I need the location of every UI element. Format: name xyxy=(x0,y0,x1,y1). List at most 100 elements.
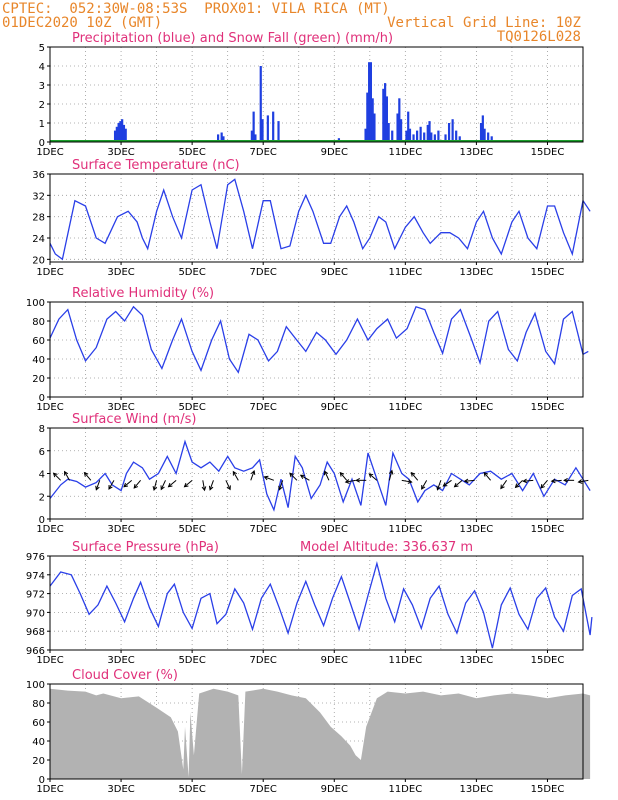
precip-bar xyxy=(405,130,408,142)
precip-bar xyxy=(385,96,388,142)
wind-arrow-head xyxy=(563,477,568,483)
x-tick-label: 3DEC xyxy=(107,524,134,535)
plot-frame xyxy=(49,427,584,520)
wind-arrow xyxy=(250,470,255,481)
wind-arrow xyxy=(540,480,548,489)
wind-arrow xyxy=(84,472,92,481)
x-tick-label: 3DEC xyxy=(107,655,134,666)
y-tick-label: 6 xyxy=(39,447,45,458)
precip-bar xyxy=(217,134,220,142)
wind-arrow-head xyxy=(540,483,545,489)
y-tick-label: 80 xyxy=(32,317,45,328)
wind-arrow-head xyxy=(52,472,58,478)
precip-bar xyxy=(220,132,223,142)
x-tick-label: 7DEC xyxy=(250,655,277,666)
precip-bar xyxy=(384,83,387,142)
y-tick-label: 968 xyxy=(26,627,45,638)
x-tick-label: 11DEC xyxy=(388,655,422,666)
wind-arrow-head xyxy=(250,469,256,475)
wind-arrow xyxy=(483,472,491,481)
precip-bar xyxy=(369,62,372,143)
x-tick-label: 13DEC xyxy=(460,147,494,158)
precip-bar xyxy=(437,130,440,142)
precip-bar xyxy=(254,134,257,142)
wind-arrow xyxy=(345,479,356,483)
x-tick-label: 13DEC xyxy=(460,402,494,413)
y-tick-label: 3 xyxy=(39,81,45,92)
y-tick-label: 60 xyxy=(32,336,45,347)
wind-arrow-head xyxy=(514,483,520,489)
model-altitude-label: Model Altitude: 336.637 m xyxy=(300,540,473,555)
precip-bar xyxy=(400,119,403,142)
precip-bar xyxy=(412,134,415,142)
panel-title: Surface Temperature (nC) xyxy=(72,158,240,173)
y-tick-label: 4 xyxy=(39,62,45,73)
wind-arrow-head xyxy=(577,479,583,484)
y-tick-label: 100 xyxy=(26,298,45,309)
x-tick-label: 9DEC xyxy=(321,267,348,278)
wind-arrow xyxy=(278,480,284,490)
y-tick-label: 28 xyxy=(32,213,45,224)
panel-3: 0 2 4 6 8 1DEC 3DEC 5DEC 7DEC 9DEC 11DEC 13DEC 15DEC… xyxy=(36,412,591,535)
x-tick-label: 3DEC xyxy=(107,147,134,158)
y-tick-label: 80 xyxy=(32,699,45,710)
wind-arrow-head xyxy=(226,485,231,491)
y-tick-label: 966 xyxy=(26,646,45,657)
wind-arrow xyxy=(289,472,298,481)
wind-arrow-head xyxy=(483,471,489,477)
precip-bar xyxy=(266,115,269,142)
plot-frame xyxy=(49,555,584,651)
y-tick-label: 20 xyxy=(32,374,45,385)
y-tick-label: 100 xyxy=(26,680,45,691)
y-tick-label: 20 xyxy=(32,255,45,266)
y-tick-label: 36 xyxy=(32,170,45,181)
precip-bar xyxy=(366,92,369,142)
y-tick-label: 0 xyxy=(39,138,45,149)
y-tick-label: 1 xyxy=(39,119,45,130)
y-tick-label: 32 xyxy=(32,191,45,202)
wind-arrow xyxy=(168,479,177,488)
wind-arrow xyxy=(160,480,166,490)
wind-arrow-head xyxy=(436,485,441,491)
y-tick-label: 60 xyxy=(32,718,45,729)
wind-arrow-head xyxy=(410,471,416,477)
precip-bar xyxy=(408,128,412,142)
x-tick-label: 5DEC xyxy=(178,267,205,278)
x-tick-label: 3DEC xyxy=(107,402,134,413)
wind-arrow-head xyxy=(463,478,469,484)
wind-arrow-head xyxy=(323,470,329,476)
precip-bar xyxy=(481,115,484,142)
precip-bar xyxy=(387,123,390,142)
x-tick-label: 11DEC xyxy=(388,147,422,158)
panel-5: 0 20 40 60 80 100 1DEC 3DEC 5DEC 7DEC 9DEC 11DEC 13D… xyxy=(26,668,591,795)
precip-bar xyxy=(252,111,255,142)
precip-bar xyxy=(487,132,490,142)
wind-arrow-head xyxy=(183,482,189,488)
wind-arrow-head xyxy=(407,479,413,484)
wind-arrow xyxy=(410,472,419,481)
y-tick-label: 5 xyxy=(39,43,45,54)
precip-bar xyxy=(368,62,371,143)
y-tick-label: 972 xyxy=(26,590,45,601)
wind-arrow xyxy=(454,479,463,488)
plot-frame xyxy=(49,301,584,398)
panel-title: Cloud Cover (%) xyxy=(72,668,178,683)
y-tick-label: 40 xyxy=(32,355,45,366)
cloud-cover-area xyxy=(50,688,591,779)
wind-arrow-head xyxy=(263,475,269,481)
wind-arrow xyxy=(108,480,115,490)
x-tick-label: 1DEC xyxy=(36,524,63,535)
y-tick-label: 0 xyxy=(39,393,45,404)
x-tick-label: 11DEC xyxy=(388,267,422,278)
wind-arrow-head xyxy=(123,482,129,488)
panel-2: 0 20 40 60 80 100 1DEC 3DEC 5DEC 7DEC 9DEC 11DEC 13D… xyxy=(26,286,589,413)
x-tick-label: 9DEC xyxy=(321,147,348,158)
precip-bar xyxy=(451,119,454,142)
header-date: 01DEC2020 10Z (GMT) xyxy=(2,15,163,31)
wind-arrow-head xyxy=(208,485,214,491)
wind-arrow-head xyxy=(289,472,294,478)
precip-bar xyxy=(398,98,401,142)
x-tick-label: 1DEC xyxy=(36,402,63,413)
precip-bar xyxy=(272,111,275,142)
panel-0: 0 1 2 3 4 5 1DEC 3DEC 5DEC 7DEC 9DEC 11DEC 13DEC 15DE… xyxy=(36,31,584,158)
